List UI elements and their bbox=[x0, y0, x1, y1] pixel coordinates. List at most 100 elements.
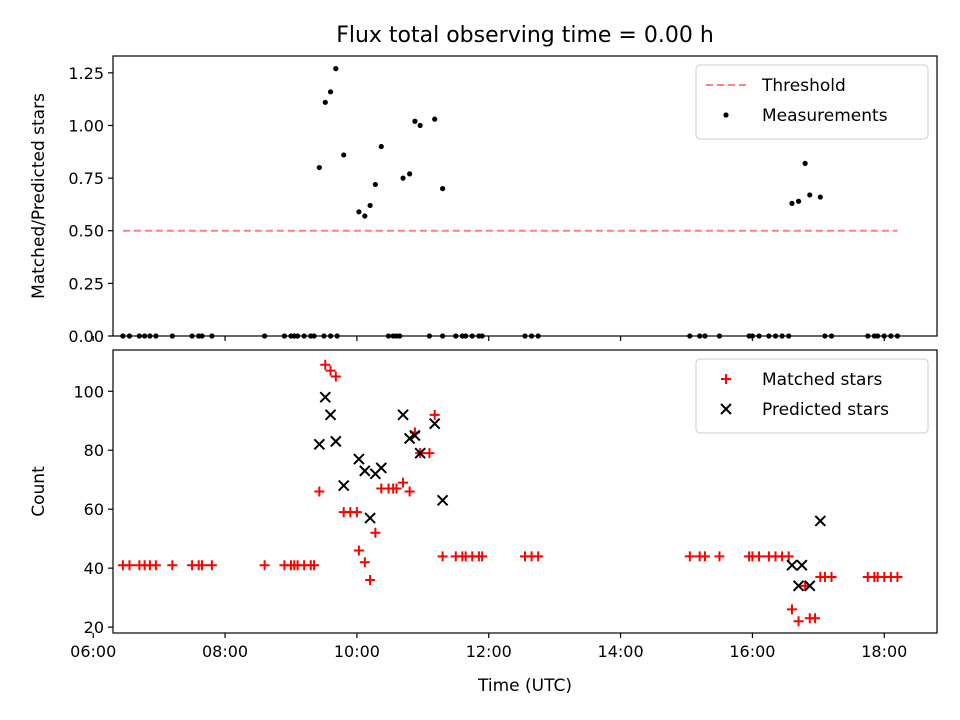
predicted-star-point bbox=[814, 515, 827, 527]
legend-matched-swatch bbox=[721, 374, 731, 384]
matched-star-point bbox=[353, 545, 364, 556]
predicted-star-point bbox=[796, 559, 808, 571]
legend-label: Predicted stars bbox=[762, 400, 889, 420]
matched-star-point bbox=[437, 551, 448, 562]
predicted-star-point bbox=[330, 435, 342, 448]
matched-star-point bbox=[810, 613, 821, 624]
matched-star-point bbox=[793, 616, 804, 627]
matched-star-point bbox=[684, 551, 695, 562]
y-axis-label: Matched/Predicted stars bbox=[29, 93, 49, 299]
y-tick-label: 1.00 bbox=[68, 116, 104, 135]
legend-measurement-swatch bbox=[723, 112, 729, 118]
measurement-point bbox=[367, 202, 373, 209]
x-tick-label: 06:00 bbox=[70, 642, 116, 661]
measurement-point bbox=[789, 200, 795, 206]
measurement-point bbox=[322, 99, 328, 105]
legend-box bbox=[695, 358, 929, 434]
matched-star-point bbox=[309, 560, 320, 571]
matched-star-point bbox=[714, 551, 725, 562]
x-tick-label: 08:00 bbox=[202, 642, 248, 661]
matched-star-point bbox=[533, 551, 544, 562]
legend-box bbox=[695, 64, 929, 140]
measurement-point bbox=[412, 118, 418, 124]
matched-star-point bbox=[320, 359, 331, 370]
matched-star-point bbox=[365, 574, 376, 585]
predicted-star-point bbox=[359, 465, 371, 477]
measurement-point bbox=[440, 186, 446, 192]
legend: Threshold Measurements bbox=[695, 64, 929, 140]
matched-star-point bbox=[429, 409, 440, 420]
matched-star-point bbox=[699, 551, 710, 562]
matched-star-point bbox=[754, 551, 765, 562]
y-tick-label: 0.75 bbox=[68, 169, 104, 188]
predicted-star-point bbox=[397, 409, 409, 421]
legend-label: Threshold bbox=[761, 76, 846, 96]
measurement-point bbox=[432, 116, 438, 122]
y-tick-label: 60 bbox=[84, 500, 104, 519]
y-tick-label: 100 bbox=[73, 382, 104, 401]
predicted-star-point bbox=[313, 438, 326, 451]
matched-star-point bbox=[196, 560, 207, 571]
matched-star-point bbox=[783, 551, 794, 562]
top-panel: 0.00 0.25 0.50 0.75 1.00 1.25 Matched/Predicte… bbox=[29, 55, 938, 346]
matched-star-point bbox=[391, 483, 402, 494]
axes-frame bbox=[112, 55, 938, 337]
matched-star-point bbox=[206, 560, 217, 571]
predicted-star-point bbox=[428, 417, 441, 430]
x-tick-label: 14:00 bbox=[598, 642, 644, 661]
y-tick-label: 0.25 bbox=[68, 274, 104, 293]
matched-star-point bbox=[330, 371, 341, 382]
matched-star-point bbox=[351, 507, 362, 518]
measurement-point bbox=[316, 164, 322, 171]
x-tick-label: 10:00 bbox=[334, 642, 380, 661]
measurement-point bbox=[400, 175, 406, 181]
y-tick-label: 80 bbox=[84, 441, 104, 460]
measurement-point bbox=[378, 143, 384, 150]
measurement-point bbox=[817, 194, 823, 200]
matched-star-point bbox=[477, 551, 488, 562]
predicted-star-point bbox=[364, 512, 376, 524]
predicted-star-point bbox=[414, 447, 426, 459]
measurement-point bbox=[341, 152, 347, 158]
series-x bbox=[313, 391, 827, 592]
x-tick-label: 18:00 bbox=[861, 642, 907, 661]
legend-predicted-swatch bbox=[720, 403, 732, 415]
matched-star-point bbox=[370, 527, 381, 538]
predicted-star-point bbox=[436, 494, 449, 507]
y-tick-label: 40 bbox=[84, 559, 104, 578]
matched-star-point bbox=[892, 571, 903, 582]
matched-star-point bbox=[424, 448, 435, 459]
y-tick-label: 0.00 bbox=[68, 327, 104, 346]
measurement-point bbox=[407, 171, 413, 177]
predicted-star-point bbox=[403, 432, 416, 445]
matched-star-point bbox=[398, 477, 409, 488]
measurement-point bbox=[333, 66, 339, 72]
measurement-point bbox=[807, 192, 813, 198]
measurement-point bbox=[795, 198, 802, 204]
legend-label: Matched stars bbox=[762, 370, 882, 390]
matched-star-point bbox=[325, 365, 336, 376]
y-axis-label: Count bbox=[29, 466, 49, 517]
matched-star-point bbox=[786, 604, 797, 615]
measurement-point bbox=[802, 160, 808, 166]
chart-title: Flux total observing time = 0.00 h bbox=[336, 23, 714, 48]
matched-star-point bbox=[124, 560, 135, 571]
matched-star-point bbox=[150, 560, 161, 571]
measurement-point bbox=[356, 209, 362, 215]
axes-frame bbox=[112, 349, 938, 634]
measurement-point bbox=[372, 181, 378, 188]
predicted-star-point bbox=[353, 453, 365, 465]
y-tick-label: 0.50 bbox=[68, 222, 104, 241]
measurement-point bbox=[327, 89, 334, 95]
y-tick-label: 20 bbox=[84, 618, 104, 637]
predicted-star-point bbox=[319, 391, 331, 403]
measurement-point bbox=[417, 122, 423, 129]
x-axis-label: Time (UTC) bbox=[477, 676, 572, 696]
bottom-panel: 20 40 60 80 100 06:00 08:00 10:00 12:00 14:00 16:0… bbox=[29, 349, 938, 696]
matched-star-point bbox=[259, 560, 270, 571]
legend-label: Measurements bbox=[762, 106, 888, 126]
y-tick-label: 1.25 bbox=[68, 64, 104, 83]
measurement-point bbox=[362, 213, 368, 219]
predicted-star-point bbox=[804, 580, 816, 592]
